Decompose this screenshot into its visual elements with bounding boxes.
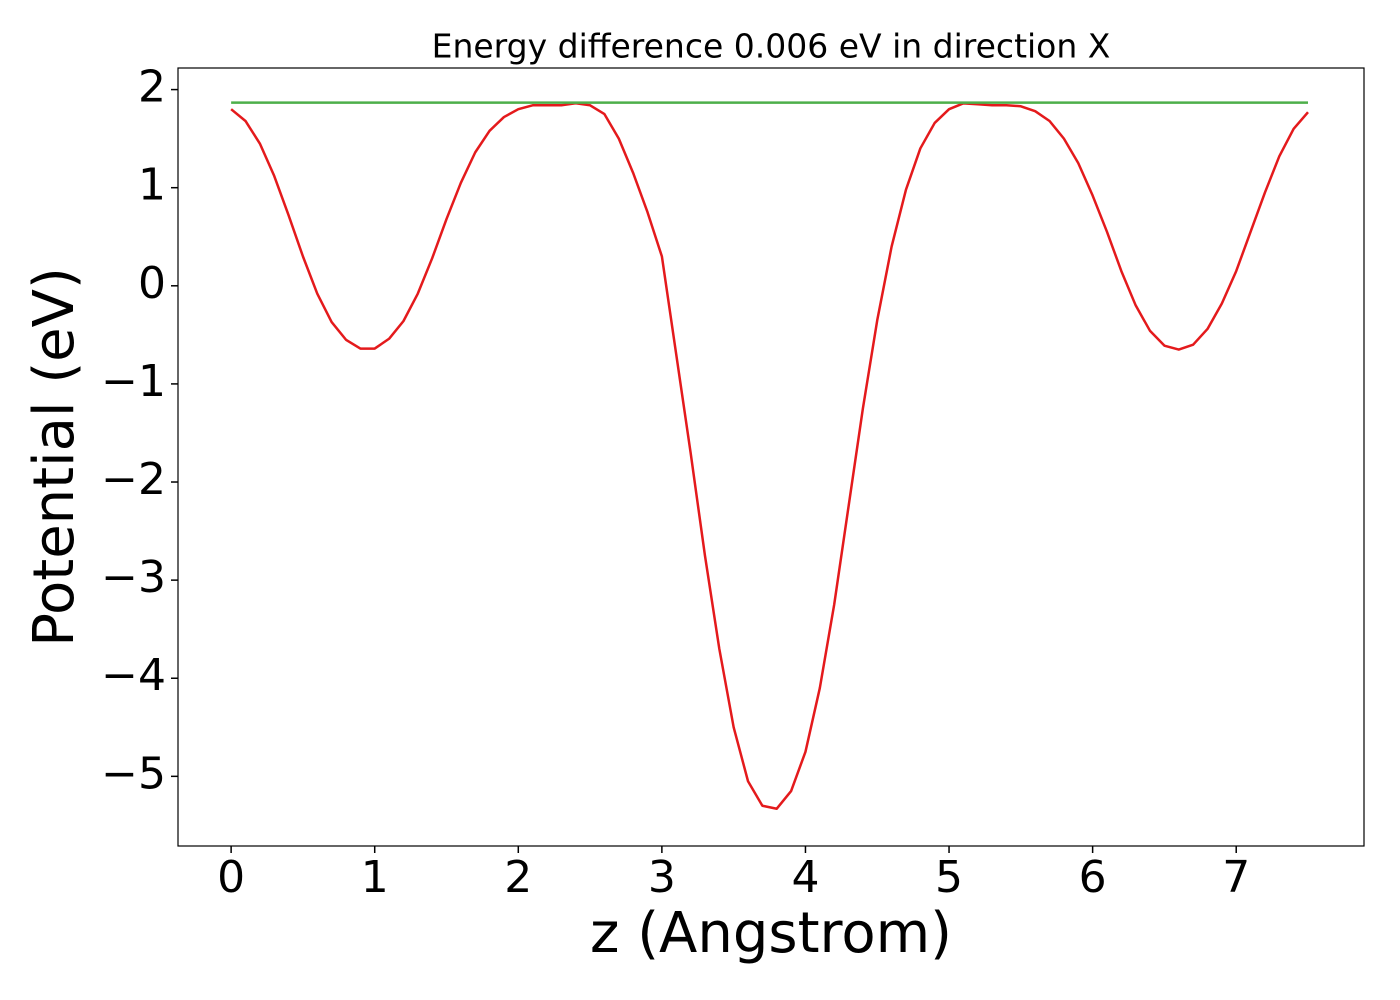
y-tick-label: 2: [138, 62, 166, 113]
y-tick-label: −5: [101, 748, 166, 799]
plot-frame: [177, 67, 1365, 847]
x-tick-label: 4: [791, 852, 819, 903]
x-tick-label: 1: [361, 852, 389, 903]
x-axis-label: z (Angstrom): [590, 901, 952, 966]
y-tick-label: −3: [101, 552, 166, 603]
chart-title: Energy difference 0.006 eV in direction …: [432, 27, 1111, 66]
x-tick-label: 2: [504, 852, 532, 903]
x-tick-label: 7: [1222, 852, 1250, 903]
y-tick-label: −2: [101, 454, 166, 505]
y-tick-label: −4: [101, 650, 166, 701]
y-tick-label: −1: [101, 356, 166, 407]
x-tick-label: 6: [1079, 852, 1107, 903]
y-axis-label: Potential (eV): [22, 267, 87, 647]
x-tick-label: 5: [935, 852, 963, 903]
data-line: [230, 102, 1309, 810]
y-tick-label: 0: [138, 258, 166, 309]
x-tick-label: 3: [648, 852, 676, 903]
x-tick-label: 0: [217, 852, 245, 903]
y-tick-label: 1: [138, 160, 166, 211]
